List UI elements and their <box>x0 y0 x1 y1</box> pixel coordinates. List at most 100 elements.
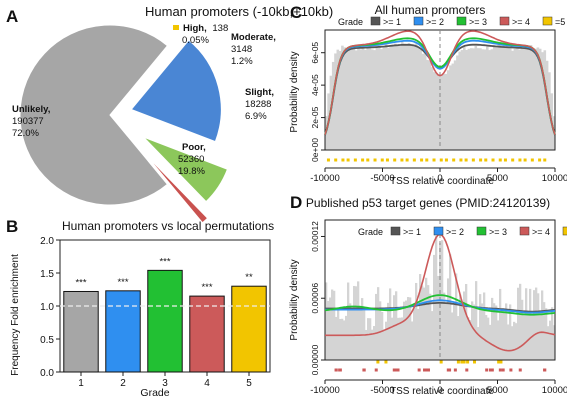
high-slice-marker <box>173 25 179 30</box>
legend-swatch-grade-2 <box>433 226 444 236</box>
background-histogram-bin <box>368 47 372 150</box>
background-histogram-bin <box>365 329 368 360</box>
background-histogram-bin <box>495 305 498 360</box>
background-histogram-bin <box>532 50 535 150</box>
background-histogram-bin <box>469 48 473 151</box>
legend-swatch-grade-5 <box>562 226 567 236</box>
background-histogram-bin <box>443 292 446 360</box>
background-histogram-bin <box>380 49 383 151</box>
rug-point <box>459 158 463 162</box>
x-tick-label: 5 <box>246 378 252 389</box>
background-histogram-bin <box>511 50 514 150</box>
density-line-grade-2 <box>325 299 556 314</box>
density-line-grade-3 <box>324 294 556 316</box>
background-histogram-bin <box>457 316 460 360</box>
x-tick-label: 0 <box>437 385 442 396</box>
background-histogram-bin <box>412 46 415 151</box>
background-histogram-bin <box>419 49 422 150</box>
rug-point <box>334 368 338 372</box>
background-histogram-bin <box>445 302 448 360</box>
rug-point <box>498 368 502 372</box>
rug-point <box>361 158 365 162</box>
rug-point <box>464 158 468 162</box>
background-histogram-bin <box>504 46 507 150</box>
background-histogram-bin <box>394 43 397 150</box>
x-tick-label: 5000 <box>487 173 508 184</box>
background-histogram-bin <box>345 48 349 151</box>
background-histogram-bin <box>379 301 382 360</box>
background-histogram-bin <box>539 312 542 360</box>
background-histogram-bin <box>497 320 500 360</box>
background-histogram-bin <box>483 49 487 150</box>
legend-title: Grade <box>358 227 383 237</box>
rug-point <box>543 368 547 372</box>
rug-point <box>473 360 476 364</box>
x-tick-label: 0 <box>437 173 442 184</box>
panel-c-plot: -10000 -5000 0 5000 10000 0e+00 2e-05 4e-05 6e-0… <box>310 16 567 184</box>
rug-point <box>393 368 397 372</box>
background-histogram-bin <box>405 300 408 360</box>
background-histogram-bin <box>343 47 346 150</box>
background-histogram-bin <box>437 275 440 360</box>
panel-d-plot: -10000 -5000 0 5000 10000 0.00000 0.00006 0.000… <box>310 219 567 396</box>
background-histogram-bin <box>471 301 474 360</box>
y-tick-label: 6e-05 <box>310 42 320 64</box>
background-histogram-bin <box>364 49 367 150</box>
background-histogram-bin <box>527 49 530 151</box>
background-histogram-bin <box>417 47 420 150</box>
background-histogram-bin <box>495 45 498 150</box>
background-histogram-bin <box>382 46 386 150</box>
legend-swatch-grade-4 <box>499 16 510 26</box>
y-tick-label: 1.5 <box>40 269 54 280</box>
background-histogram-bin <box>361 46 365 150</box>
background-histogram-bin <box>527 311 530 360</box>
background-histogram-bin <box>451 63 455 150</box>
background-histogram-bin <box>413 307 416 360</box>
rug-point <box>466 360 470 364</box>
rug-point <box>453 368 457 372</box>
slice-label-poor: Poor, <box>182 142 206 153</box>
background-histogram-bin <box>327 300 330 360</box>
background-histogram-bin <box>453 60 457 150</box>
background-histogram-bin <box>381 311 384 360</box>
background-histogram-bin <box>383 329 386 360</box>
background-histogram-bin <box>518 49 521 150</box>
bar-ylabel: Frequency Fold enrichment <box>10 254 21 376</box>
rug-point <box>366 158 370 162</box>
background-histogram-bin <box>511 326 514 360</box>
legend-swatch-grade-3 <box>476 226 487 236</box>
rug-point <box>538 158 542 162</box>
background-histogram-bin <box>513 48 517 150</box>
legend-swatch-grade-4 <box>519 226 530 236</box>
background-histogram-bin <box>553 325 556 360</box>
background-histogram-bin <box>423 52 427 151</box>
background-histogram-bin <box>373 326 376 360</box>
background-histogram-bin <box>502 45 505 150</box>
x-tick-label: 1 <box>78 378 84 389</box>
rug-point <box>393 158 397 162</box>
rug-point <box>385 158 389 162</box>
pie-panel: Human promoters (-10kb,+10kb) Unlikely, … <box>12 4 333 232</box>
background-histogram-bin <box>473 304 476 360</box>
background-histogram-bin <box>385 321 388 360</box>
background-histogram-bin <box>415 282 418 360</box>
slice-label-moderate: Moderate, <box>231 32 276 43</box>
legend-entry-grade-3: >= 3 <box>489 227 507 237</box>
legend-entry-grade-2: >= 2 <box>446 227 464 237</box>
background-histogram-bin <box>377 287 380 360</box>
x-tick-label: 10000 <box>542 173 567 184</box>
background-histogram-bin <box>522 46 526 150</box>
x-tick-label: -5000 <box>370 173 394 184</box>
background-histogram-bin <box>355 286 358 360</box>
significance-label: *** <box>159 256 170 267</box>
rug-point <box>334 158 338 162</box>
y-tick-label: 0e+00 <box>310 138 320 162</box>
background-histogram-bin <box>352 46 356 151</box>
slice-count-unlikely: 190377 <box>12 116 44 127</box>
rug-point <box>439 360 443 364</box>
background-histogram-bin <box>333 290 336 360</box>
background-histogram-bin <box>350 46 353 150</box>
slice-label-high: High, 138 <box>183 23 228 34</box>
background-histogram-bin <box>537 293 540 360</box>
rug-point <box>384 360 388 364</box>
